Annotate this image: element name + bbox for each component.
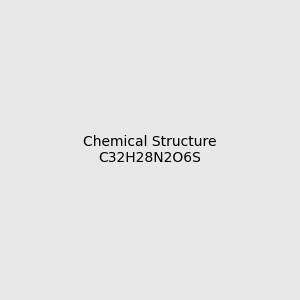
Text: Chemical Structure
C32H28N2O6S: Chemical Structure C32H28N2O6S xyxy=(83,135,217,165)
